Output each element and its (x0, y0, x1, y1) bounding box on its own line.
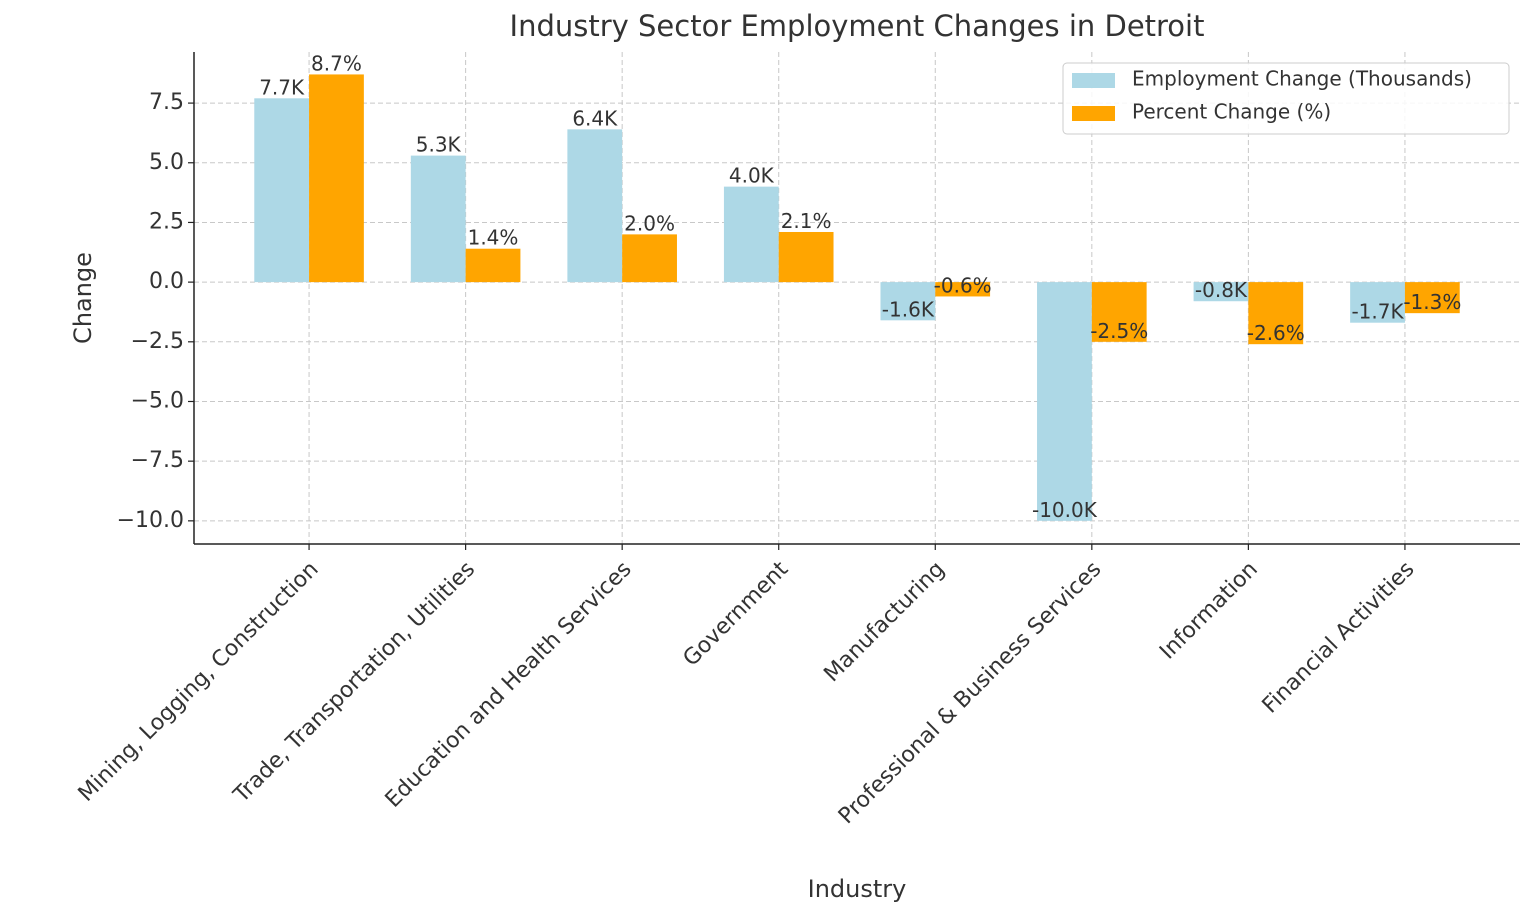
y-tick-label: 5.0 (149, 150, 184, 175)
y-tick-label: −7.5 (131, 448, 184, 473)
x-tick-label: Government (679, 557, 794, 672)
value-label: -2.5% (1090, 319, 1148, 343)
x-tick-label: Trade, Transportation, Utilities (228, 557, 480, 809)
x-tick-label: Information (1155, 557, 1263, 665)
value-label: -10.0K (1032, 498, 1098, 522)
x-tick-label: Financial Activities (1258, 557, 1420, 719)
value-label: -0.6% (934, 273, 992, 297)
bars (254, 74, 1460, 521)
legend-label: Employment Change (Thousands) (1132, 67, 1472, 91)
x-tick-label: Mining, Logging, Construction (74, 557, 324, 807)
value-label: -1.7K (1351, 300, 1404, 324)
y-axis-label: Change (69, 252, 97, 344)
bar (567, 129, 623, 283)
bar (622, 234, 677, 283)
value-label: 6.4K (572, 106, 618, 130)
y-tick-label: −5.0 (131, 388, 184, 413)
value-label: 2.1% (781, 209, 832, 233)
bar (935, 282, 991, 297)
y-tick-label: 2.5 (149, 209, 184, 234)
bar (1350, 282, 1405, 323)
bar (1404, 282, 1460, 314)
x-tick-label: Manufacturing (819, 557, 949, 687)
value-label: 4.0K (729, 164, 775, 188)
x-tick-label: Education and Health Services (381, 557, 637, 813)
bar (309, 74, 364, 283)
legend: Employment Change (Thousands) Percent Cha… (1062, 62, 1510, 135)
bar (254, 98, 310, 283)
bar (410, 155, 466, 283)
legend-swatch (1072, 106, 1115, 121)
value-label: 8.7% (311, 51, 362, 75)
bar (778, 231, 834, 283)
value-label: -2.6% (1247, 321, 1305, 345)
bar (1037, 282, 1092, 521)
value-label: -0.8K (1195, 278, 1248, 302)
bar (465, 248, 521, 283)
x-tick-label: Professional & Business Services (834, 557, 1106, 829)
bar (880, 282, 936, 321)
bar (1091, 282, 1147, 342)
legend-swatch (1072, 73, 1115, 88)
value-label: 1.4% (468, 226, 519, 250)
value-label: 5.3K (416, 133, 462, 157)
y-tick-label: 7.5 (149, 90, 184, 115)
y-tick-label: 0.0 (149, 269, 184, 294)
bar (723, 186, 779, 283)
bar (1248, 282, 1304, 345)
x-axis-label: Industry (808, 875, 907, 903)
y-tick-label: −10.0 (117, 508, 184, 533)
bar (1193, 282, 1249, 302)
value-label: 7.7K (259, 75, 305, 99)
chart-title: Industry Sector Employment Changes in De… (510, 9, 1205, 43)
value-label: 2.0% (624, 211, 675, 235)
value-label: -1.3% (1403, 290, 1461, 314)
legend-label: Percent Change (%) (1132, 100, 1331, 124)
y-tick-label: −2.5 (131, 329, 184, 354)
value-label: -1.6K (882, 297, 935, 321)
legend-box (1062, 62, 1510, 135)
